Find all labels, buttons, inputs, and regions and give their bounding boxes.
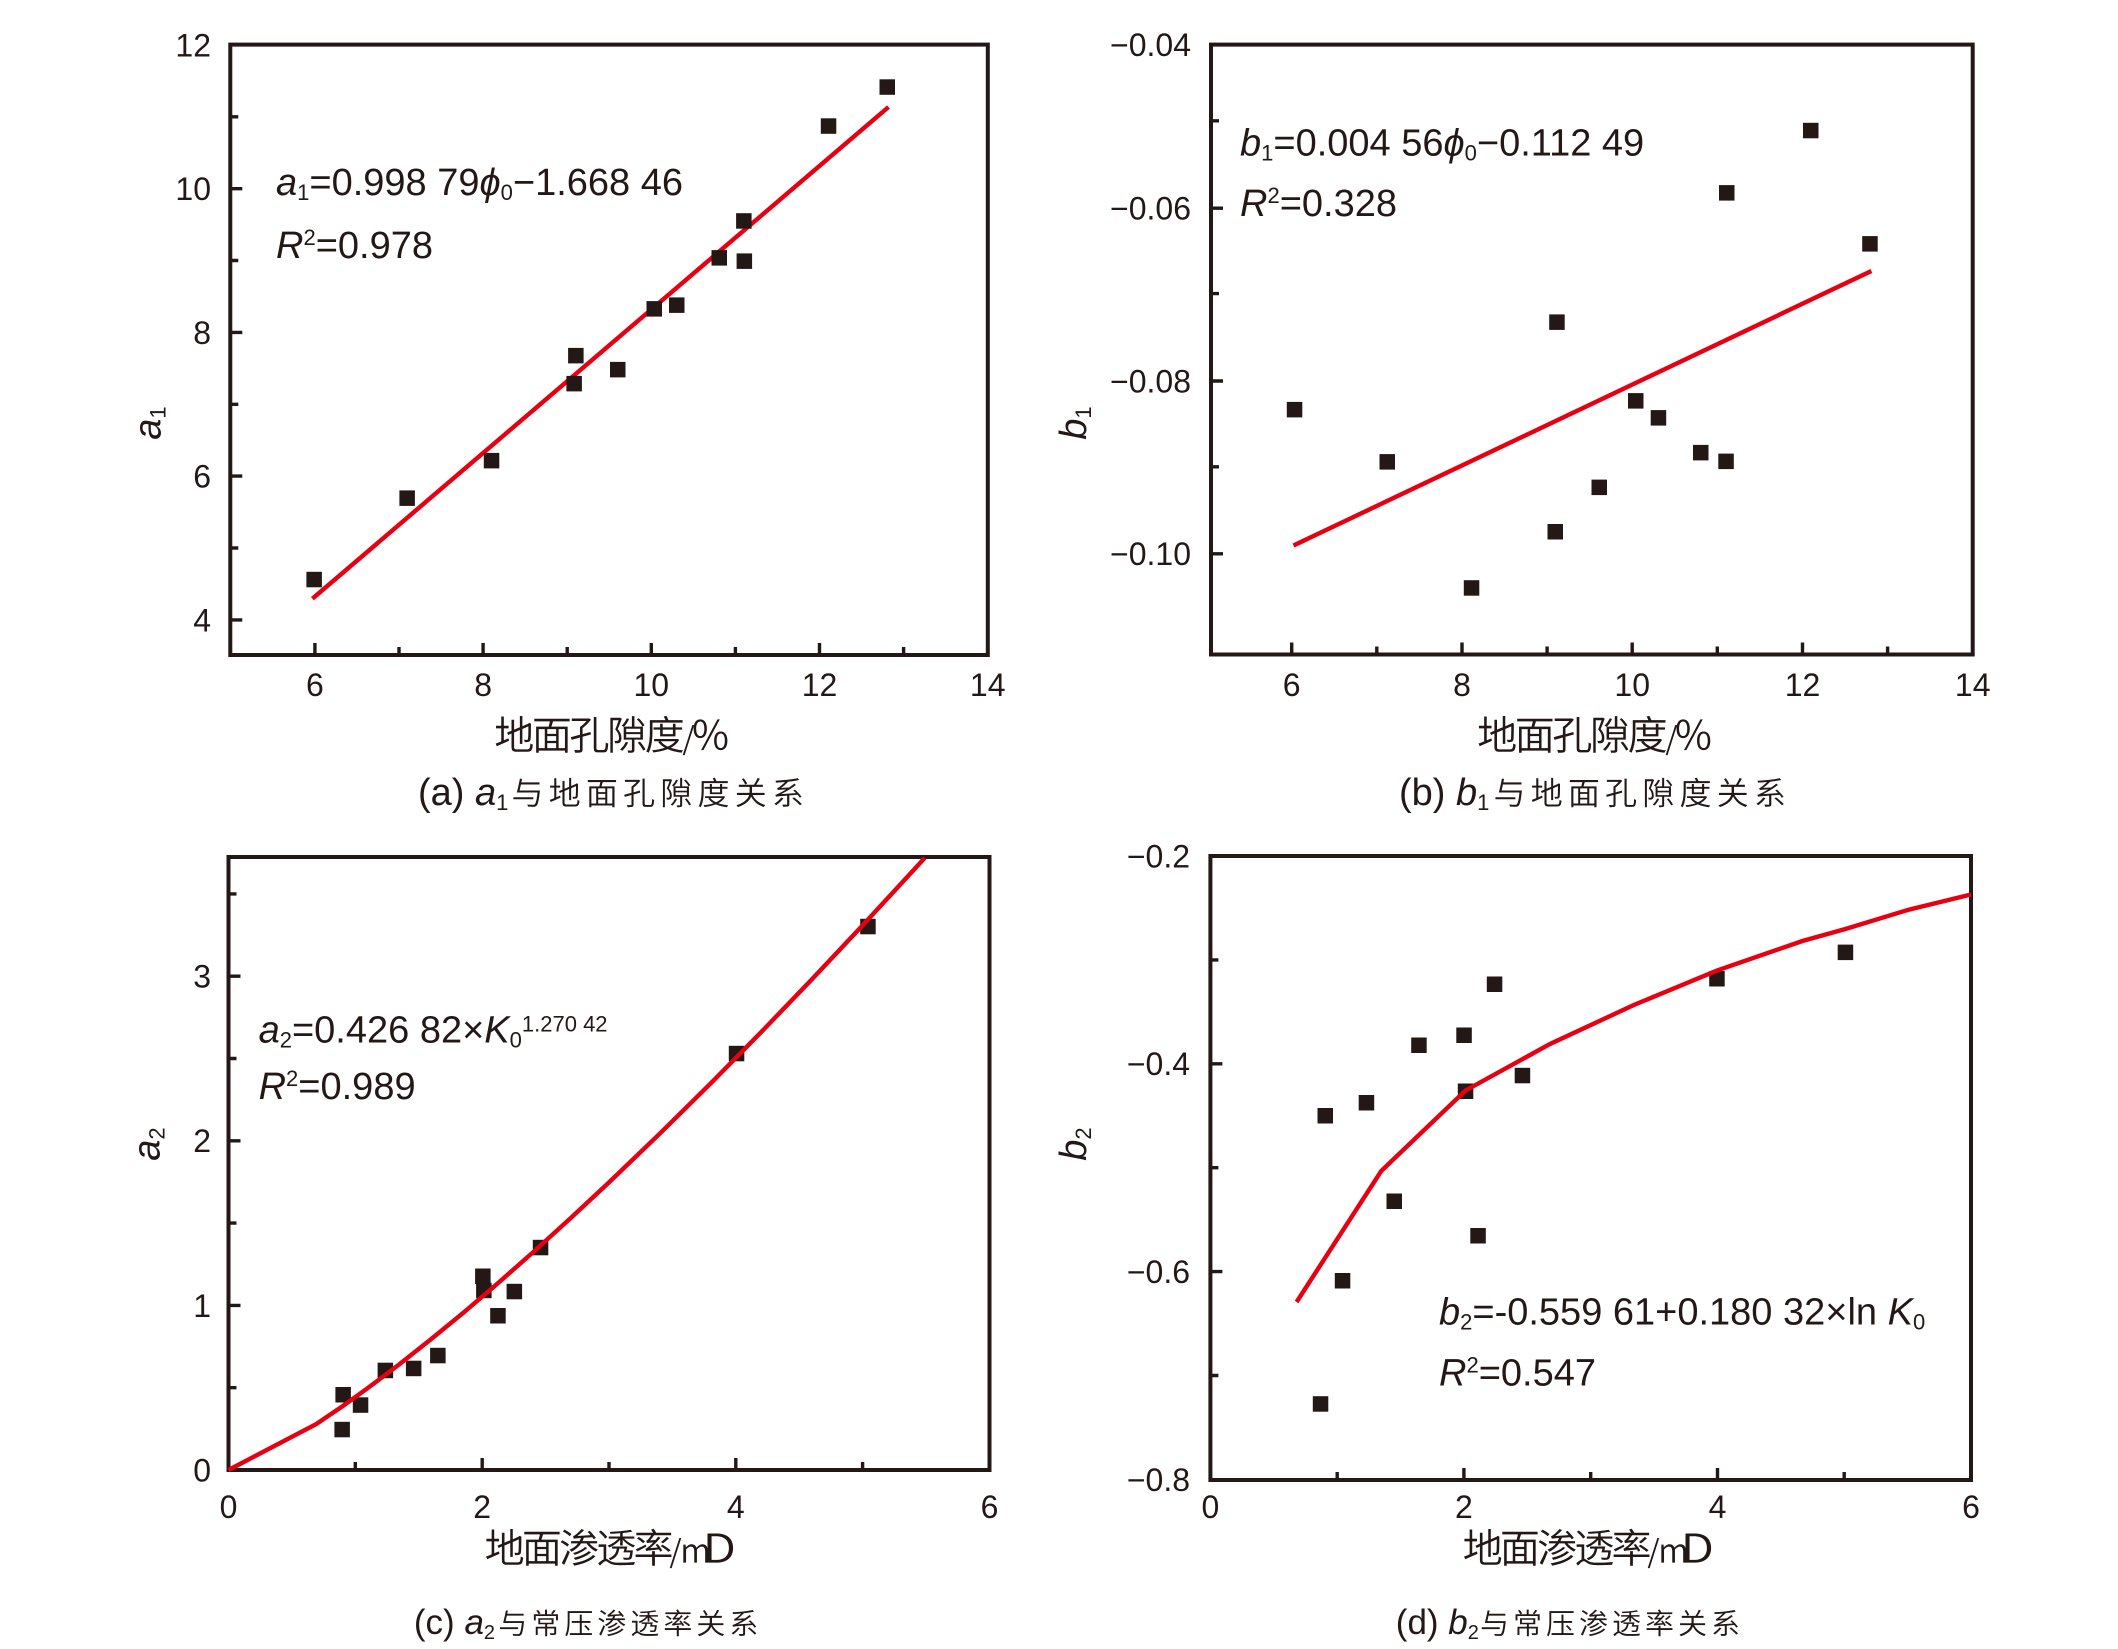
svg-text:(c) a2: (c) a2	[414, 1603, 495, 1644]
svg-text:−0.04: −0.04	[1110, 27, 1191, 63]
svg-text:−0.2: −0.2	[1127, 838, 1190, 874]
svg-text:10: 10	[1614, 667, 1650, 703]
svg-text:(d) b2: (d) b2	[1396, 1603, 1479, 1644]
svg-text:3: 3	[193, 959, 211, 995]
svg-text:6: 6	[306, 667, 324, 703]
svg-text:b1: b1	[1053, 406, 1096, 439]
svg-text:b2: b2	[1053, 1127, 1096, 1160]
svg-text:a2=0.426 82×K01.270 42: a2=0.426 82×K01.270 42	[259, 1010, 608, 1053]
svg-text:a1=0.998 79ϕ0−1.668 46: a1=0.998 79ϕ0−1.668 46	[276, 162, 683, 205]
svg-text:10: 10	[634, 667, 670, 703]
svg-text:1: 1	[193, 1288, 211, 1324]
svg-text:2: 2	[1455, 1489, 1473, 1525]
svg-text:a1: a1	[128, 406, 171, 439]
svg-text:(a) a1: (a) a1	[418, 772, 508, 815]
svg-text:2: 2	[193, 1123, 211, 1159]
svg-text:−0.6: −0.6	[1127, 1254, 1190, 1290]
svg-text:0: 0	[1202, 1489, 1220, 1525]
svg-text:4: 4	[193, 602, 211, 638]
svg-text:−0.10: −0.10	[1110, 536, 1191, 572]
svg-text:2: 2	[473, 1489, 491, 1525]
svg-text:6: 6	[1962, 1489, 1980, 1525]
svg-text:14: 14	[1955, 667, 1991, 703]
svg-text:−0.4: −0.4	[1127, 1046, 1190, 1082]
svg-text:−0.08: −0.08	[1110, 363, 1191, 399]
svg-text:a2: a2	[127, 1127, 170, 1160]
svg-text:−0.8: −0.8	[1127, 1462, 1190, 1498]
svg-text:b1=0.004 56ϕ0−0.112 49: b1=0.004 56ϕ0−0.112 49	[1240, 123, 1644, 166]
svg-text:R2=0.978: R2=0.978	[276, 225, 433, 267]
svg-text:b2=-0.559 61+0.180 32×ln K0: b2=-0.559 61+0.180 32×ln K0	[1439, 1292, 1925, 1335]
svg-text:6: 6	[1283, 667, 1301, 703]
svg-text:R2=0.547: R2=0.547	[1439, 1353, 1596, 1395]
svg-text:12: 12	[802, 667, 838, 703]
svg-text:8: 8	[1453, 667, 1471, 703]
svg-text:12: 12	[175, 27, 211, 63]
svg-text:R2=0.989: R2=0.989	[259, 1066, 416, 1108]
svg-text:(b) b1: (b) b1	[1399, 772, 1489, 815]
svg-text:8: 8	[193, 315, 211, 351]
svg-text:R2=0.328: R2=0.328	[1240, 183, 1397, 225]
svg-text:12: 12	[1785, 667, 1821, 703]
svg-text:10: 10	[175, 171, 211, 207]
svg-text:4: 4	[727, 1489, 745, 1525]
svg-text:4: 4	[1709, 1489, 1727, 1525]
svg-text:6: 6	[981, 1489, 999, 1525]
svg-text:8: 8	[474, 667, 492, 703]
svg-text:0: 0	[220, 1489, 238, 1525]
svg-text:0: 0	[193, 1452, 211, 1488]
svg-text:−0.06: −0.06	[1110, 191, 1191, 227]
svg-text:14: 14	[970, 667, 1006, 703]
svg-text:6: 6	[193, 459, 211, 495]
